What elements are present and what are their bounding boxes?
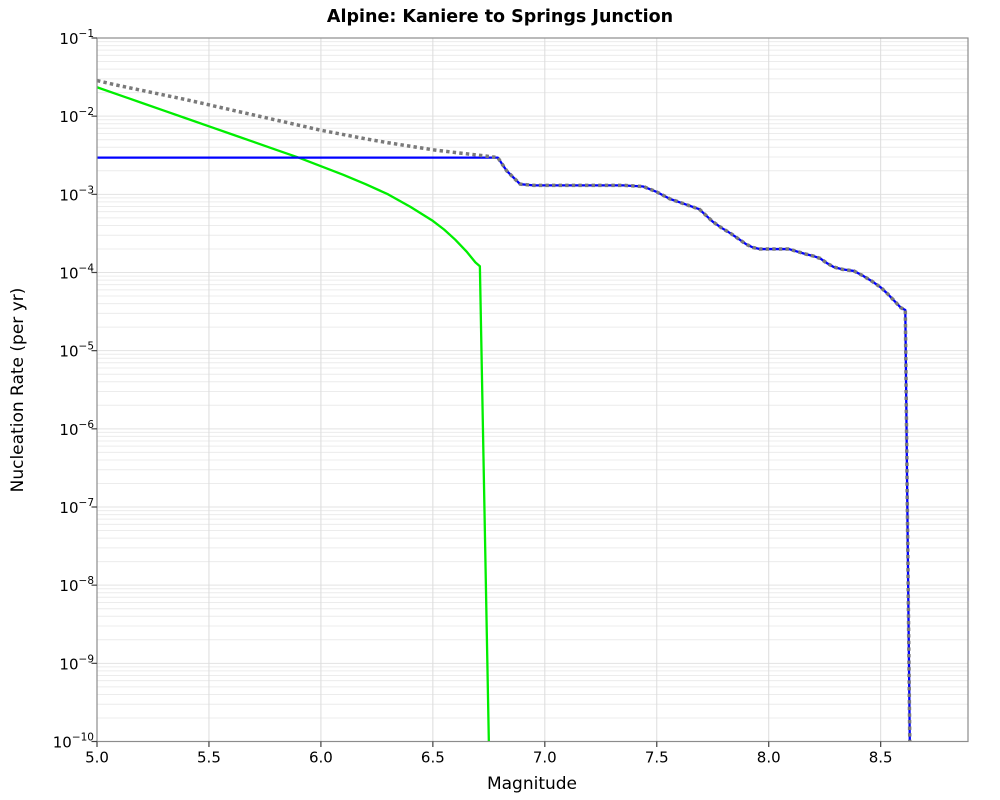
- green-truncated-mfd-line: [96, 86, 490, 742]
- x-tick-label: 5.5: [197, 749, 221, 767]
- y-tick-label: 10−5: [59, 341, 94, 361]
- x-tick-label: 7.5: [645, 749, 669, 767]
- y-tick-label: 10−2: [59, 106, 94, 126]
- y-tick-label: 10−4: [59, 263, 94, 283]
- x-tick-label: 5.0: [85, 749, 109, 767]
- axes-layer: 5.0 5.5 6.0 6.5 7.0 7.5 8.0 8.5 10−1 10−2 10−3 10−4…: [53, 28, 969, 767]
- y-tick-label: 10−9: [59, 653, 94, 673]
- x-axis-label: Magnitude: [487, 774, 577, 794]
- y-tick-label: 10−8: [59, 575, 94, 595]
- y-tick-label: 10−7: [59, 497, 94, 517]
- gray-gr-dotted-line: [96, 78, 912, 742]
- x-tick-label: 8.0: [757, 749, 781, 767]
- x-tick-label: 7.0: [533, 749, 557, 767]
- x-tick-label: 8.5: [869, 749, 893, 767]
- y-tick-label: 10−1: [59, 28, 94, 48]
- y-tick-label: 10−6: [59, 419, 94, 439]
- plot-frame: [96, 37, 969, 743]
- blue-rate-mfd-line: [97, 156, 911, 742]
- y-tick-label: 10−10: [53, 732, 94, 752]
- x-tick-label: 6.5: [421, 749, 445, 767]
- grid-layer: [96, 38, 968, 742]
- x-tick-label: 6.0: [309, 749, 333, 767]
- y-axis-label: Nucleation Rate (per yr): [8, 288, 28, 493]
- chart-title: Alpine: Kaniere to Springs Junction: [327, 7, 673, 27]
- series-layer: [96, 78, 912, 742]
- y-tick-label: 10−3: [59, 184, 94, 204]
